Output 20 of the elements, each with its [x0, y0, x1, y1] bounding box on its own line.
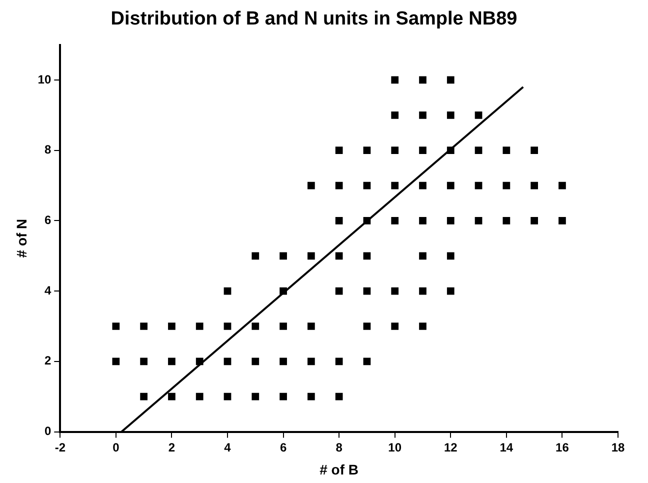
x-tick-label: 10 [388, 440, 402, 454]
x-tick-label: 8 [336, 440, 343, 454]
x-tick-label: 6 [280, 440, 287, 454]
x-tick-label: 14 [500, 440, 514, 454]
x-tick-label: 4 [224, 440, 232, 454]
x-tick-label: 12 [444, 440, 458, 454]
y-tick-label: 8 [44, 142, 52, 157]
y-tick-label: 4 [44, 283, 52, 298]
x-tick-label: 2 [168, 440, 176, 454]
x-axis-title: # of B [320, 461, 359, 478]
x-tick-label: -2 [54, 440, 66, 454]
x-tick-label: 18 [611, 440, 625, 454]
y-tick-label: 10 [38, 72, 52, 86]
y-tick-label: 2 [44, 354, 52, 368]
y-tick-label: 6 [44, 213, 52, 228]
x-tick-label: 16 [556, 440, 570, 454]
x-tick-label: 0 [112, 440, 120, 454]
y-tick-label: 0 [44, 424, 52, 438]
chart-title: Distribution of B and N units in Sample NB89 [110, 8, 518, 30]
y-axis-title: # of N [13, 218, 30, 258]
